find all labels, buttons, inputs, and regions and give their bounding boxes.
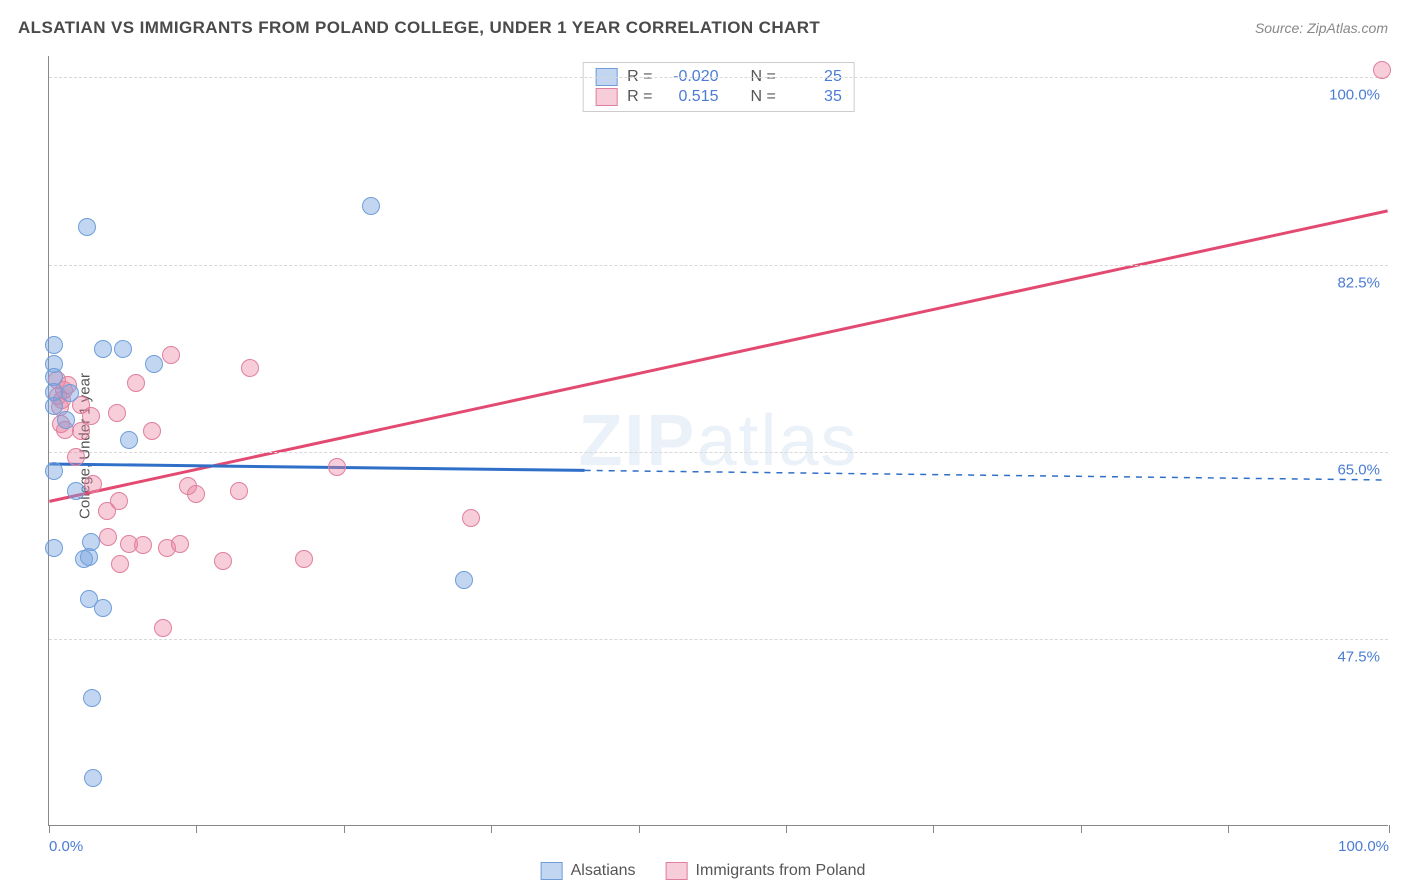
- trend-lines-layer: [49, 56, 1388, 825]
- x-tick: [1228, 825, 1229, 833]
- poland-point: [108, 404, 126, 422]
- alsatians-point: [57, 411, 75, 429]
- legend-row-poland: R = 0.515 N = 35: [595, 87, 842, 107]
- poland-point: [143, 422, 161, 440]
- scatter-plot-area: ZIPatlas R = -0.020 N = 25 R = 0.515 N =…: [48, 56, 1388, 826]
- x-tick: [49, 825, 50, 833]
- legend-label-poland: Immigrants from Poland: [696, 862, 866, 880]
- y-tick-label: 65.0%: [1337, 461, 1380, 478]
- poland-point: [241, 359, 259, 377]
- r-label: R =: [627, 88, 652, 106]
- trend-line: [585, 470, 1388, 480]
- poland-point: [99, 528, 117, 546]
- trend-line: [49, 464, 584, 470]
- gridline: [49, 77, 1388, 78]
- x-tick-label: 0.0%: [49, 838, 83, 855]
- poland-point: [295, 550, 313, 568]
- gridline: [49, 265, 1388, 266]
- alsatians-point: [84, 769, 102, 787]
- poland-point: [162, 346, 180, 364]
- poland-point: [84, 475, 102, 493]
- x-tick: [933, 825, 934, 833]
- poland-point: [134, 536, 152, 554]
- poland-point: [171, 535, 189, 553]
- poland-point: [111, 555, 129, 573]
- alsatians-point: [61, 384, 79, 402]
- gridline: [49, 639, 1388, 640]
- poland-point: [328, 458, 346, 476]
- source-prefix: Source:: [1255, 20, 1307, 36]
- x-tick: [639, 825, 640, 833]
- legend-item-alsatians: Alsatians: [541, 862, 636, 880]
- poland-point: [82, 407, 100, 425]
- x-tick: [1389, 825, 1390, 833]
- watermark: ZIPatlas: [578, 400, 858, 482]
- legend-label-alsatians: Alsatians: [571, 862, 636, 880]
- watermark-light: atlas: [696, 401, 858, 481]
- trend-line: [49, 211, 1387, 502]
- alsatians-point: [67, 482, 85, 500]
- poland-point: [462, 509, 480, 527]
- x-tick: [491, 825, 492, 833]
- gridline: [49, 452, 1388, 453]
- alsatians-point: [82, 533, 100, 551]
- poland-point: [67, 448, 85, 466]
- alsatians-point: [94, 340, 112, 358]
- poland-point: [154, 619, 172, 637]
- poland-point: [110, 492, 128, 510]
- n-value-poland: 35: [786, 88, 842, 106]
- poland-point: [1373, 61, 1391, 79]
- alsatians-point: [45, 336, 63, 354]
- x-tick: [1081, 825, 1082, 833]
- alsatians-point: [78, 218, 96, 236]
- alsatians-point: [114, 340, 132, 358]
- x-tick: [344, 825, 345, 833]
- swatch-alsatians-icon: [541, 862, 563, 880]
- poland-point: [127, 374, 145, 392]
- correlation-legend: R = -0.020 N = 25 R = 0.515 N = 35: [582, 62, 855, 112]
- alsatians-point: [45, 462, 63, 480]
- series-legend: Alsatians Immigrants from Poland: [541, 862, 866, 880]
- n-label: N =: [751, 88, 776, 106]
- y-tick-label: 82.5%: [1337, 274, 1380, 291]
- poland-point: [187, 485, 205, 503]
- poland-point: [214, 552, 232, 570]
- alsatians-point: [145, 355, 163, 373]
- alsatians-point: [94, 599, 112, 617]
- y-tick-label: 100.0%: [1329, 87, 1380, 104]
- alsatians-point: [120, 431, 138, 449]
- alsatians-point: [83, 689, 101, 707]
- x-tick: [786, 825, 787, 833]
- x-tick-label: 100.0%: [1338, 838, 1389, 855]
- swatch-poland-icon: [595, 88, 617, 106]
- source-attribution: Source: ZipAtlas.com: [1255, 20, 1388, 36]
- swatch-poland-icon: [666, 862, 688, 880]
- source-name: ZipAtlas.com: [1307, 20, 1388, 36]
- r-value-poland: 0.515: [663, 88, 719, 106]
- y-tick-label: 47.5%: [1337, 648, 1380, 665]
- chart-title: ALSATIAN VS IMMIGRANTS FROM POLAND COLLE…: [18, 18, 820, 38]
- x-tick: [196, 825, 197, 833]
- poland-point: [230, 482, 248, 500]
- alsatians-point: [455, 571, 473, 589]
- legend-item-poland: Immigrants from Poland: [666, 862, 866, 880]
- watermark-bold: ZIP: [578, 401, 696, 481]
- alsatians-point: [362, 197, 380, 215]
- alsatians-point: [45, 539, 63, 557]
